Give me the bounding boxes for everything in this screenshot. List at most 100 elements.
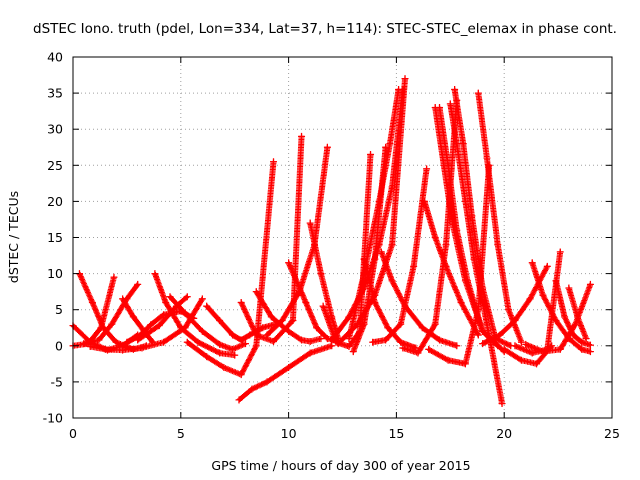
series-arc (86, 295, 206, 354)
data-point (382, 143, 390, 151)
data-point (229, 331, 237, 339)
series-arc (237, 132, 306, 345)
data-point (270, 158, 278, 166)
data-point (397, 338, 405, 346)
data-point (235, 396, 243, 404)
data-point (474, 306, 482, 314)
data-point (252, 342, 260, 350)
data-point (278, 317, 286, 325)
data-point (267, 313, 275, 321)
series-arc (479, 262, 551, 348)
data-point (453, 342, 461, 350)
data-point (162, 298, 170, 306)
data-point (582, 335, 590, 343)
data-point (97, 324, 105, 332)
data-point (483, 154, 491, 162)
data-point (298, 336, 306, 344)
data-point (151, 270, 159, 278)
data-point (129, 313, 137, 321)
data-point (194, 338, 202, 346)
data-point (565, 284, 573, 292)
data-point (231, 351, 239, 359)
series-arc (420, 197, 482, 339)
data-point (442, 262, 450, 270)
data-point (384, 324, 392, 332)
data-point (285, 363, 293, 371)
data-point (319, 302, 327, 310)
data-point (298, 132, 306, 140)
data-point (360, 320, 368, 328)
y-tick-label: 25 (47, 158, 63, 173)
data-point (401, 302, 409, 310)
data-point (517, 356, 525, 364)
series-arc (446, 100, 506, 408)
data-point (388, 241, 396, 249)
grid-lines (73, 57, 612, 418)
data-point (470, 255, 478, 263)
data-point (349, 348, 357, 356)
data-points (69, 75, 594, 408)
plus-markers (479, 263, 551, 347)
data-point (134, 280, 142, 288)
data-point (457, 298, 465, 306)
data-point (586, 348, 594, 356)
data-point (479, 284, 487, 292)
data-point (569, 331, 577, 339)
data-point (533, 360, 541, 368)
data-point (561, 313, 569, 321)
data-point (285, 259, 293, 267)
data-point (166, 293, 174, 301)
x-tick-label: 25 (604, 426, 620, 441)
data-point (241, 340, 249, 348)
series-arc (552, 277, 594, 349)
series-arc (377, 248, 461, 350)
data-point (377, 248, 385, 256)
data-point (216, 317, 224, 325)
data-point (216, 340, 224, 348)
data-point (468, 212, 476, 220)
series-arc (369, 165, 431, 346)
data-point (306, 219, 314, 227)
data-point (263, 378, 271, 386)
data-point (220, 363, 228, 371)
data-point (474, 331, 482, 339)
x-tick-label: 10 (281, 426, 297, 441)
data-point (328, 336, 336, 344)
data-point (367, 150, 375, 158)
x-tick-label: 0 (69, 426, 77, 441)
series-arc (500, 342, 556, 368)
series-arc (565, 284, 590, 343)
data-point (511, 317, 519, 325)
x-axis-label: GPS time / hours of day 300 of year 2015 (211, 458, 470, 473)
data-point (479, 327, 487, 335)
data-point (494, 241, 502, 249)
data-point (229, 345, 237, 353)
data-point (418, 324, 426, 332)
y-tick-label: 30 (47, 122, 63, 137)
data-point (586, 280, 594, 288)
x-tick-label: 20 (496, 426, 512, 441)
y-tick-label: 10 (47, 266, 63, 281)
data-point (323, 143, 331, 151)
x-tick-label: 15 (388, 426, 404, 441)
y-tick-label: -10 (43, 411, 63, 426)
y-tick-label: 15 (47, 230, 63, 245)
data-point (183, 293, 191, 301)
data-point (237, 298, 245, 306)
series-arc (306, 219, 342, 343)
data-point (360, 255, 368, 263)
data-point (425, 345, 433, 353)
data-point (302, 298, 310, 306)
series-arc (80, 280, 142, 348)
data-point (138, 344, 146, 352)
data-point (500, 345, 508, 353)
data-point (528, 259, 536, 267)
data-point (461, 360, 469, 368)
data-point (119, 295, 127, 303)
data-point (181, 309, 189, 317)
data-point (431, 320, 439, 328)
y-tick-label: 20 (47, 194, 63, 209)
data-point (505, 306, 513, 314)
data-point (578, 345, 586, 353)
